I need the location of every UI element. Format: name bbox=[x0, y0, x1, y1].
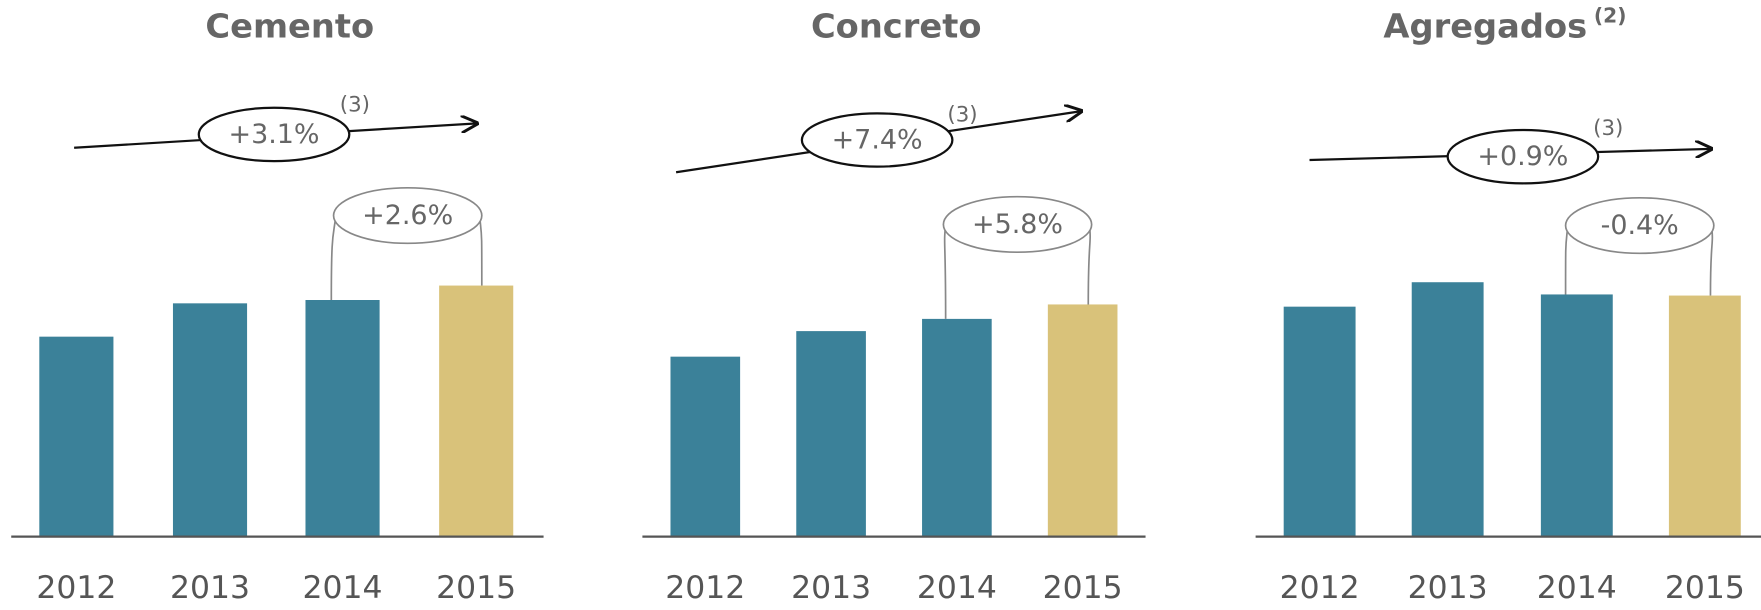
change-bracket bbox=[478, 215, 483, 286]
bar bbox=[39, 336, 114, 537]
chart-title: Agregados (2) bbox=[1383, 3, 1626, 45]
bar bbox=[305, 300, 380, 537]
bar bbox=[670, 356, 741, 537]
cagr-bubble bbox=[197, 106, 351, 163]
x-tick-label: 2012 bbox=[36, 570, 116, 606]
change-bracket bbox=[943, 224, 947, 319]
bar bbox=[172, 303, 248, 537]
cagr-label: +0.9% bbox=[1477, 141, 1568, 172]
bar bbox=[1668, 295, 1741, 537]
cagr-note: (3) bbox=[947, 103, 977, 128]
cagr-bubble bbox=[800, 112, 954, 168]
change-bubble bbox=[332, 186, 483, 245]
title-text: Concreto bbox=[811, 6, 981, 45]
x-tick-label: 2014 bbox=[303, 570, 383, 606]
x-tick-label: 2015 bbox=[1043, 570, 1123, 606]
cagr-note: (3) bbox=[340, 93, 370, 118]
cagr-bubble bbox=[1446, 128, 1600, 185]
cagr-label: +3.1% bbox=[229, 119, 320, 150]
x-tick-label: 2013 bbox=[1408, 570, 1488, 606]
title-text: Cemento bbox=[205, 6, 374, 45]
title-text: Agregados bbox=[1383, 6, 1587, 45]
change-label: +2.6% bbox=[362, 200, 453, 231]
change-label: +5.8% bbox=[972, 209, 1063, 240]
x-tick-label: 2013 bbox=[791, 570, 871, 606]
bar bbox=[796, 331, 866, 537]
bar bbox=[922, 318, 992, 537]
bar bbox=[1411, 282, 1484, 537]
change-bubble bbox=[1564, 196, 1715, 255]
x-tick-label: 2013 bbox=[170, 570, 250, 606]
x-tick-label: 2015 bbox=[1665, 570, 1745, 606]
chart-title: Cemento bbox=[205, 6, 374, 45]
change-bracket bbox=[1087, 224, 1092, 305]
x-tick-label: 2014 bbox=[917, 570, 997, 606]
bar bbox=[1283, 306, 1356, 537]
bar bbox=[1047, 304, 1118, 537]
title-note: (2) bbox=[1594, 3, 1627, 27]
bar bbox=[1540, 294, 1613, 537]
change-bracket bbox=[330, 215, 337, 301]
chart-title: Concreto bbox=[811, 6, 981, 45]
x-tick-label: 2014 bbox=[1537, 570, 1617, 606]
change-label: -0.4% bbox=[1601, 210, 1679, 241]
x-tick-label: 2012 bbox=[1280, 570, 1360, 606]
bar bbox=[439, 285, 514, 537]
x-tick-label: 2015 bbox=[436, 570, 516, 606]
change-bracket bbox=[1709, 225, 1714, 296]
change-bubble bbox=[942, 195, 1093, 254]
x-tick-label: 2012 bbox=[665, 570, 745, 606]
cagr-note: (3) bbox=[1593, 116, 1623, 141]
change-bracket bbox=[1564, 225, 1569, 295]
cagr-label: +7.4% bbox=[832, 125, 923, 156]
